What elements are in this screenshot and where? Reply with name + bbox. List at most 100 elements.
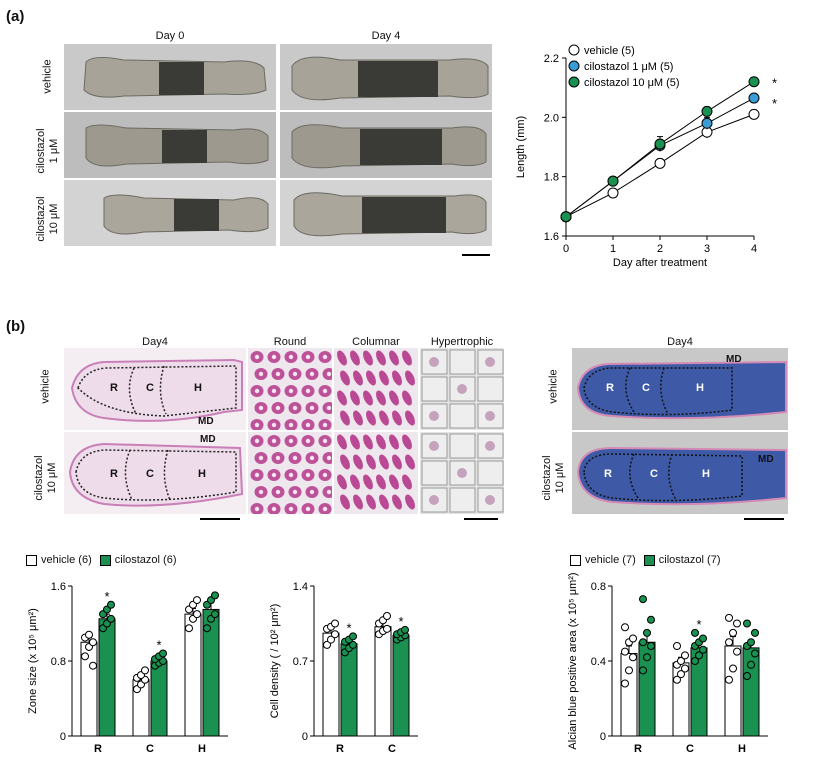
col-title-day4: Day 4: [371, 30, 401, 42]
cell-lacuna: [292, 455, 298, 461]
data-point: [331, 619, 339, 628]
data-point: [607, 175, 619, 187]
data-point: [89, 638, 97, 647]
columnar-cell: [392, 410, 402, 426]
cell-lacuna: [271, 472, 277, 478]
columnar-cell: [376, 390, 386, 406]
y-axis-title: Length (mm): [515, 116, 527, 178]
cell-nucleus: [429, 441, 439, 451]
data-point: [699, 645, 707, 654]
cell-lacuna: [309, 371, 315, 377]
cell-lacuna: [271, 506, 277, 512]
columnar-cell: [337, 350, 347, 366]
legend-swatch-vehicle: [26, 554, 37, 566]
x-axis-title: Day after treatment: [613, 257, 707, 269]
significance-mark: *: [772, 96, 777, 111]
data-point: [85, 630, 93, 639]
cell-lacuna: [326, 371, 332, 377]
zone-letter-h: H: [194, 382, 202, 394]
x-tick-label: H: [738, 743, 746, 755]
x-tick-label: R: [336, 743, 344, 755]
panel-a-label: (a): [6, 8, 25, 25]
hypertrophic-cell: [449, 403, 476, 429]
ab-section-cilo10: R C H MD: [572, 432, 788, 514]
data-point: [691, 657, 699, 665]
data-point: [643, 653, 651, 662]
photo-vehicle-day0: [64, 44, 276, 110]
y-axis-title: Alcian blue positive area (x 10⁵ μm²): [567, 572, 579, 749]
cell-lacuna: [254, 438, 260, 444]
cell-lacuna: [275, 371, 281, 377]
alcian-area-chart: 0 0.4 0.8 Alcian blue positive area (x 10⁵ …: [567, 572, 768, 755]
cell-lacuna: [271, 354, 277, 360]
data-point: [639, 595, 647, 604]
cell-lacuna: [258, 371, 264, 377]
row-label-cilo1: cilostazol 1 μM: [35, 128, 60, 174]
bar: [184, 613, 202, 737]
cell-lacuna: [305, 472, 311, 478]
columnar-cell: [363, 350, 373, 366]
y-axis-title: Cell density ( / 10² μm²): [269, 604, 281, 719]
cell-nucleus: [429, 357, 439, 367]
ab-title-day4: Day4: [667, 336, 693, 348]
data-point: [681, 664, 689, 673]
zone-letter-h: H: [198, 468, 206, 480]
he-title-columnar: Columnar: [352, 336, 400, 348]
col-title-day0: Day 0: [155, 30, 185, 42]
hypertrophic-cell: [477, 376, 504, 402]
cell-lacuna: [288, 422, 294, 428]
legend-marker: [568, 44, 580, 56]
columnar-cell: [405, 454, 415, 470]
significance-mark: *: [398, 614, 403, 629]
cell-lacuna: [254, 354, 260, 360]
cell-lacuna: [309, 455, 315, 461]
zone-letter-r: R: [110, 382, 118, 394]
columnar-cell: [405, 370, 415, 386]
tile-round-cilo10: [248, 432, 332, 514]
columnar-cell: [353, 410, 363, 426]
photo-cilo10-day0: [64, 180, 276, 246]
data-point: [654, 138, 666, 150]
cell-lacuna: [322, 354, 328, 360]
legend-swatch-cilostazol: [643, 554, 655, 566]
zone-size-chart: 0 0.8 1.6 Zone size (x 10⁵ μm²) R C H * *: [27, 581, 228, 755]
columnar-cell: [340, 370, 350, 386]
significance-mark: *: [104, 589, 109, 604]
data-point: [701, 105, 713, 117]
length-chart: 1.6 1.8 2.0 2.2 0 1 2 3 4 Day after treatment Leng…: [515, 44, 777, 269]
cell-nucleus: [485, 411, 495, 421]
data-point: [323, 640, 331, 649]
data-point: [211, 591, 219, 600]
data-point: [349, 640, 357, 649]
y-tick-label: 0: [302, 731, 308, 743]
columnar-cell: [392, 454, 402, 470]
y-tick-label: 0.4: [591, 656, 606, 668]
y-tick-label: 2.2: [544, 53, 559, 65]
data-point: [725, 675, 733, 684]
cell-lacuna: [258, 489, 264, 495]
data-point: [327, 635, 335, 644]
x-tick-label: 2: [657, 243, 663, 255]
columnar-cell: [337, 434, 347, 450]
y-tick-label: 0: [600, 731, 606, 743]
legend-cilostazol: cilostazol (7): [658, 554, 721, 566]
y-tick-label: 1.4: [293, 581, 308, 593]
hypertrophic-cell: [449, 433, 476, 459]
legend-marker: [568, 60, 580, 72]
panel-b-label: (b): [6, 318, 26, 335]
data-point: [383, 612, 391, 620]
data-point: [699, 634, 707, 643]
zone-letter-h: H: [696, 382, 704, 394]
data-point: [673, 642, 681, 650]
data-point: [639, 638, 647, 647]
tile-columnar-vehicle: [334, 348, 418, 430]
series-line: [565, 97, 755, 218]
columnar-cell: [350, 434, 360, 450]
data-point: [193, 596, 201, 605]
hypertrophic-cell: [477, 460, 504, 486]
data-point: [141, 666, 149, 675]
data-point: [89, 661, 97, 670]
cell-lacuna: [322, 388, 328, 394]
columnar-cell: [340, 410, 350, 426]
cell-lacuna: [254, 422, 260, 428]
